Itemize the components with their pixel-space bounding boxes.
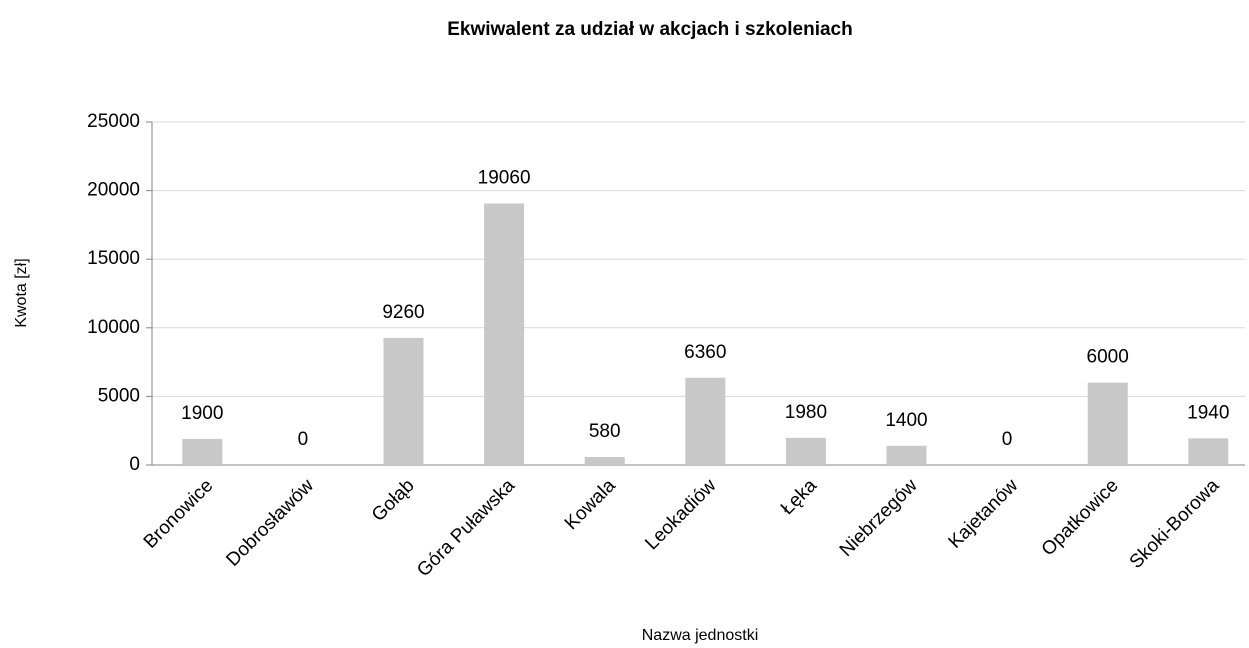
data-label: 1940 [1187,402,1229,423]
bar [785,437,826,465]
x-tick-label: Leokadiów [641,475,720,554]
data-label: 0 [298,429,309,450]
bar [886,445,927,465]
data-label: 6000 [1087,347,1129,368]
data-label: 580 [589,421,621,442]
data-label: 9260 [382,302,424,323]
chart-title: Ekwiwalent za udział w akcjach i szkolen… [447,19,853,40]
y-axis-title: Kwota [zł] [13,258,30,327]
data-label: 19060 [478,168,531,189]
data-label: 1980 [785,402,827,423]
x-axis-title: Nazwa jednostki [642,627,759,644]
bar [584,457,625,465]
x-tick-label: Gołąb [368,475,419,526]
y-tick-label: 15000 [87,248,140,269]
x-tick-label: Łęka [777,475,821,519]
bar [182,438,223,465]
x-tick-label: Opatkowice [1038,475,1123,560]
x-tick-label: Kajetanów [945,475,1023,553]
bar [1087,382,1128,465]
bar [685,377,726,465]
bar [1188,438,1229,465]
y-tick-label: 25000 [87,111,140,132]
x-tick-label: Niebrzegów [836,475,922,561]
data-label: 6360 [684,342,726,363]
x-tick-label: Dobrosławów [222,475,318,571]
bar [484,203,525,465]
x-tick-label: Góra Puławska [413,475,519,581]
data-label: 1400 [885,410,927,431]
y-tick-label: 20000 [87,180,140,201]
data-label: 0 [1002,429,1013,450]
y-tick-label: 5000 [98,385,140,406]
x-tick-label: Bronowice [140,475,218,553]
bar [383,337,424,465]
y-tick-label: 10000 [87,317,140,338]
x-tick-label: Skoki-Borowa [1126,475,1224,573]
data-label: 1900 [181,403,223,424]
x-tick-label: Kowala [561,475,620,534]
y-tick-label: 0 [129,454,140,475]
